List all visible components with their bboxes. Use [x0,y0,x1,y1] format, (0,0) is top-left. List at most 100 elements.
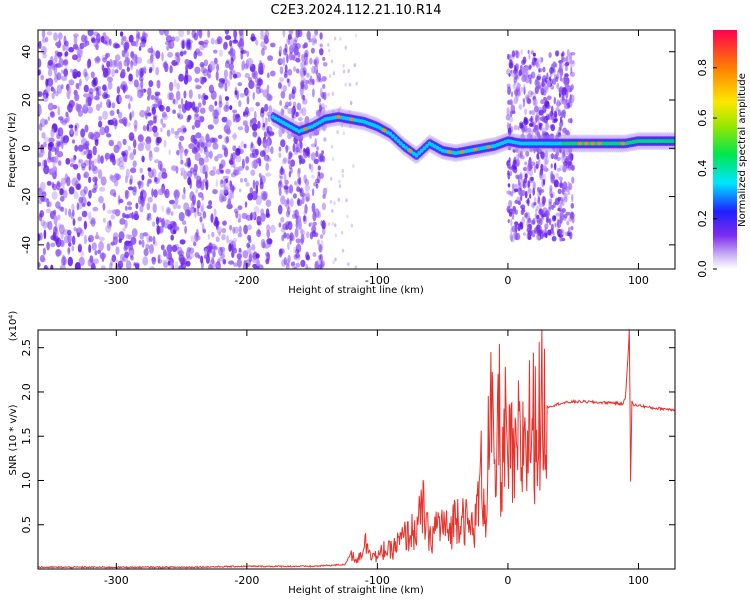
noise-cell [45,78,48,86]
noise-cell [111,254,117,262]
noise-cell [322,194,326,199]
noise-cell [513,124,519,130]
noise-cell [47,201,52,208]
noise-cell [507,163,511,170]
noise-cell [512,83,517,90]
noise-cell [346,214,349,219]
noise-cell [65,111,69,118]
noise-cell [55,228,59,239]
noise-cell [200,206,204,213]
noise-cell [310,47,315,54]
noise-cell [131,110,135,118]
noise-cell [264,147,271,153]
noise-cell [322,62,328,67]
noise-cell [157,254,161,264]
noise-cell [231,152,237,160]
noise-cell [88,164,92,171]
noise-cell [96,85,102,91]
noise-cell [544,150,549,158]
noise-cell [528,64,532,70]
noise-cell [319,234,324,240]
noise-cell [212,250,216,258]
noise-cell [227,79,231,87]
noise-cell [287,254,291,264]
noise-cell [248,253,253,263]
noise-cell [128,34,134,43]
noise-cell [552,191,555,199]
noise-cell [341,173,344,178]
noise-cell [348,82,352,87]
noise-cell [41,45,47,55]
noise-cell [228,260,235,265]
noise-cell [265,172,272,177]
noise-cell [161,205,164,212]
noise-cell [238,170,241,175]
ridge-core [555,141,560,146]
noise-cell [54,53,58,64]
noise-cell [210,213,214,223]
noise-cell [536,75,541,80]
noise-cell [216,226,222,234]
noise-cell [122,152,125,158]
noise-cell [170,211,174,216]
ridge-peak [577,141,582,146]
noise-cell [143,248,149,257]
noise-cell [570,84,574,91]
noise-cell [531,203,535,208]
noise-cell [148,68,152,74]
noise-cell [137,134,144,143]
noise-cell [120,68,126,79]
noise-cell [541,57,544,63]
noise-cell [566,231,570,237]
noise-cell [316,146,319,151]
noise-cell [156,225,160,236]
noise-cell [300,259,306,268]
noise-cell [88,88,94,94]
noise-cell [543,232,547,238]
noise-cell [510,91,514,98]
noise-cell [536,57,540,64]
noise-cell [181,40,185,49]
noise-cell [263,37,270,44]
snr-panel: -300 -200 -100 0 100 0.51.01.52.02.5 Height … [8,311,676,596]
noise-cell [177,250,185,256]
noise-cell [305,264,309,269]
noise-cell [179,257,186,265]
noise-cell [194,119,201,128]
noise-cell [339,105,342,110]
noise-cell [191,125,195,130]
noise-cell [55,145,60,153]
noise-cell [41,132,46,139]
noise-cell [108,38,112,46]
noise-cell [281,259,286,267]
noise-cell [526,167,529,175]
noise-cell [180,39,186,50]
noise-cell [208,264,213,269]
noise-cell [545,156,549,165]
snr-frame [37,329,676,570]
noise-cell [72,43,79,50]
snr-x-tick-label: -100 [365,574,390,587]
noise-cell [79,189,87,197]
noise-cell [152,221,156,227]
noise-cell [348,110,351,114]
noise-cell [41,30,46,39]
noise-cell [50,264,54,269]
noise-cell [280,90,286,99]
noise-cell [133,148,137,156]
noise-cell [209,150,213,160]
noise-cell [180,167,185,172]
noise-cell [256,215,262,226]
noise-cell [266,130,272,139]
ridge-core [404,145,408,150]
noise-cell [55,237,62,248]
noise-cell [341,248,345,253]
noise-cell [522,97,526,102]
noise-cell [43,265,48,269]
noise-cell [142,31,146,39]
noise-cell [71,203,75,212]
noise-cell [110,241,115,246]
noise-cell [111,102,116,109]
noise-cell [544,97,549,103]
noise-cell [293,66,297,72]
